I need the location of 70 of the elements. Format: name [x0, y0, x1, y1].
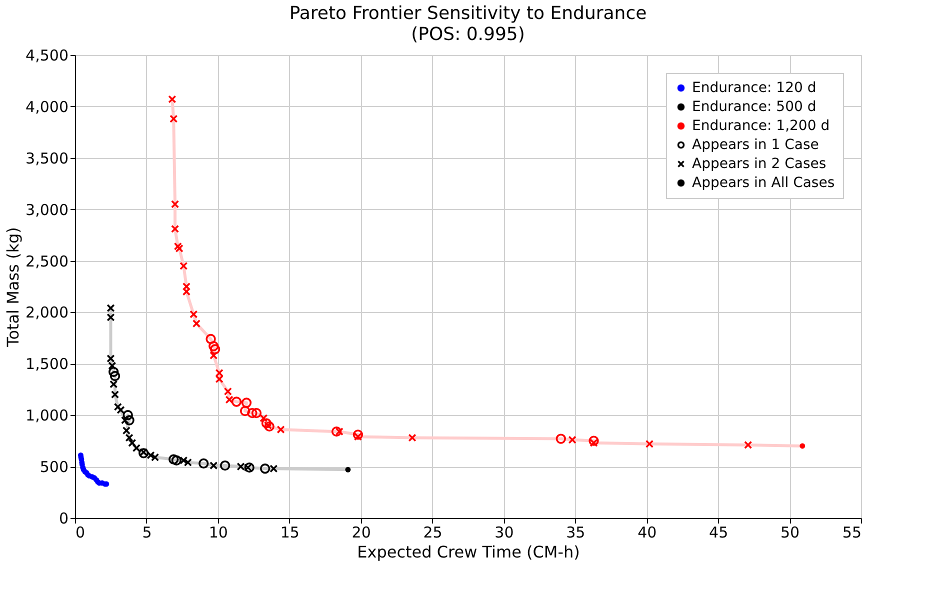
x-tick-label: 45 — [709, 524, 728, 542]
x-tick-label: 55 — [842, 524, 862, 542]
point — [182, 288, 191, 296]
point — [568, 436, 576, 444]
point — [175, 244, 184, 252]
y-tick-label: 4,000 — [26, 98, 68, 116]
point — [231, 396, 242, 407]
point — [206, 334, 216, 344]
y-tick-label: 3,500 — [26, 149, 68, 168]
y-tick-label: 2,500 — [26, 252, 68, 270]
point — [240, 406, 250, 416]
point — [408, 434, 416, 442]
point — [345, 466, 351, 472]
point — [215, 375, 224, 384]
x-tick-label: 15 — [280, 524, 300, 542]
point — [174, 242, 182, 250]
x-tick-label: 40 — [638, 524, 657, 542]
point — [170, 200, 180, 208]
x-tick-label: 0 — [76, 524, 86, 542]
y-tick-label: 2,000 — [26, 304, 68, 322]
x-tick-label: 20 — [352, 524, 371, 542]
point — [276, 425, 285, 434]
point — [261, 418, 272, 428]
y-tick-label: 3,000 — [26, 200, 68, 219]
point — [180, 262, 188, 270]
point — [224, 387, 232, 396]
point — [215, 368, 224, 377]
x-tick-label: 10 — [208, 524, 228, 542]
point — [192, 319, 201, 328]
chart-title: Pareto Frontier Sensitivity to Endurance — [289, 3, 647, 24]
y-tick-label: 0 — [58, 510, 68, 528]
point — [588, 436, 599, 446]
legend-label: Endurance: 120 d — [692, 80, 816, 96]
point — [170, 114, 178, 123]
x-tick-label: 35 — [566, 524, 586, 542]
point — [264, 421, 274, 432]
point — [354, 432, 362, 441]
y-axis-title: Total Mass (kg) — [4, 227, 23, 348]
point — [225, 396, 234, 404]
legend-label: Endurance: 1,200 d — [692, 118, 830, 134]
point — [170, 224, 180, 233]
legend-label: Appears in 1 Case — [692, 137, 819, 153]
point — [352, 430, 364, 440]
point — [247, 408, 258, 418]
legend-label: Appears in All Cases — [692, 175, 835, 191]
point — [210, 351, 218, 360]
y-tick-label: 4,500 — [26, 46, 68, 64]
x-tick-label: 25 — [423, 524, 442, 542]
point — [744, 440, 752, 450]
y-tick-label: 1,500 — [26, 355, 68, 374]
point — [241, 398, 252, 408]
point — [335, 428, 344, 436]
point — [331, 426, 342, 437]
legend-label: Appears in 2 Cases — [692, 156, 826, 172]
point — [645, 440, 654, 448]
point — [208, 341, 219, 352]
y-tick-label: 1,000 — [26, 406, 68, 425]
x-tick-label: 5 — [142, 524, 152, 542]
point — [182, 282, 191, 291]
x-axis-title: Expected Crew Time (CM-h) — [357, 542, 580, 562]
point — [190, 310, 198, 318]
legend-label: Endurance: 500 d — [692, 99, 816, 115]
x-tick-label: 50 — [780, 524, 800, 542]
point — [590, 438, 598, 447]
y-tick-label: 500 — [40, 458, 68, 476]
point — [556, 434, 566, 444]
x-tick-label: 30 — [494, 524, 514, 542]
point — [210, 344, 220, 354]
chart-subtitle: (POS: 0.995) — [411, 24, 525, 45]
point — [168, 95, 176, 104]
